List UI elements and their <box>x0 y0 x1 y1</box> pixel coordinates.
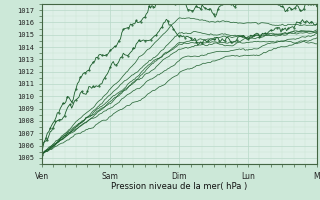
X-axis label: Pression niveau de la mer( hPa ): Pression niveau de la mer( hPa ) <box>111 182 247 191</box>
